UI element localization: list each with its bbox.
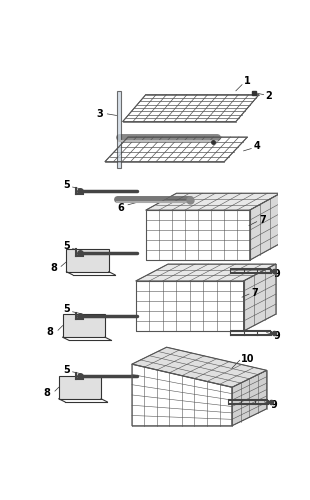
Text: 8: 8 <box>44 388 51 398</box>
Text: 5: 5 <box>63 180 70 190</box>
Bar <box>59 376 101 399</box>
Text: 1: 1 <box>244 76 251 86</box>
Bar <box>66 248 109 272</box>
Polygon shape <box>232 370 267 426</box>
Text: 9: 9 <box>271 400 278 410</box>
Text: 5: 5 <box>63 364 70 374</box>
Text: 9: 9 <box>273 269 280 279</box>
Text: 5: 5 <box>63 304 70 314</box>
Text: 6: 6 <box>117 203 124 213</box>
Text: 7: 7 <box>252 288 259 298</box>
Text: 5: 5 <box>63 242 70 252</box>
Text: 8: 8 <box>47 327 54 337</box>
Text: 4: 4 <box>253 141 260 151</box>
Bar <box>117 91 121 168</box>
Polygon shape <box>136 264 276 281</box>
Polygon shape <box>250 193 281 260</box>
Text: 9: 9 <box>273 330 280 340</box>
Text: 10: 10 <box>241 354 254 364</box>
Text: 2: 2 <box>265 91 272 101</box>
Bar <box>63 314 105 337</box>
Polygon shape <box>132 347 267 387</box>
Text: 3: 3 <box>96 109 103 119</box>
Polygon shape <box>244 264 276 331</box>
Text: 7: 7 <box>259 215 266 225</box>
Text: 8: 8 <box>50 263 57 273</box>
Polygon shape <box>146 193 281 210</box>
